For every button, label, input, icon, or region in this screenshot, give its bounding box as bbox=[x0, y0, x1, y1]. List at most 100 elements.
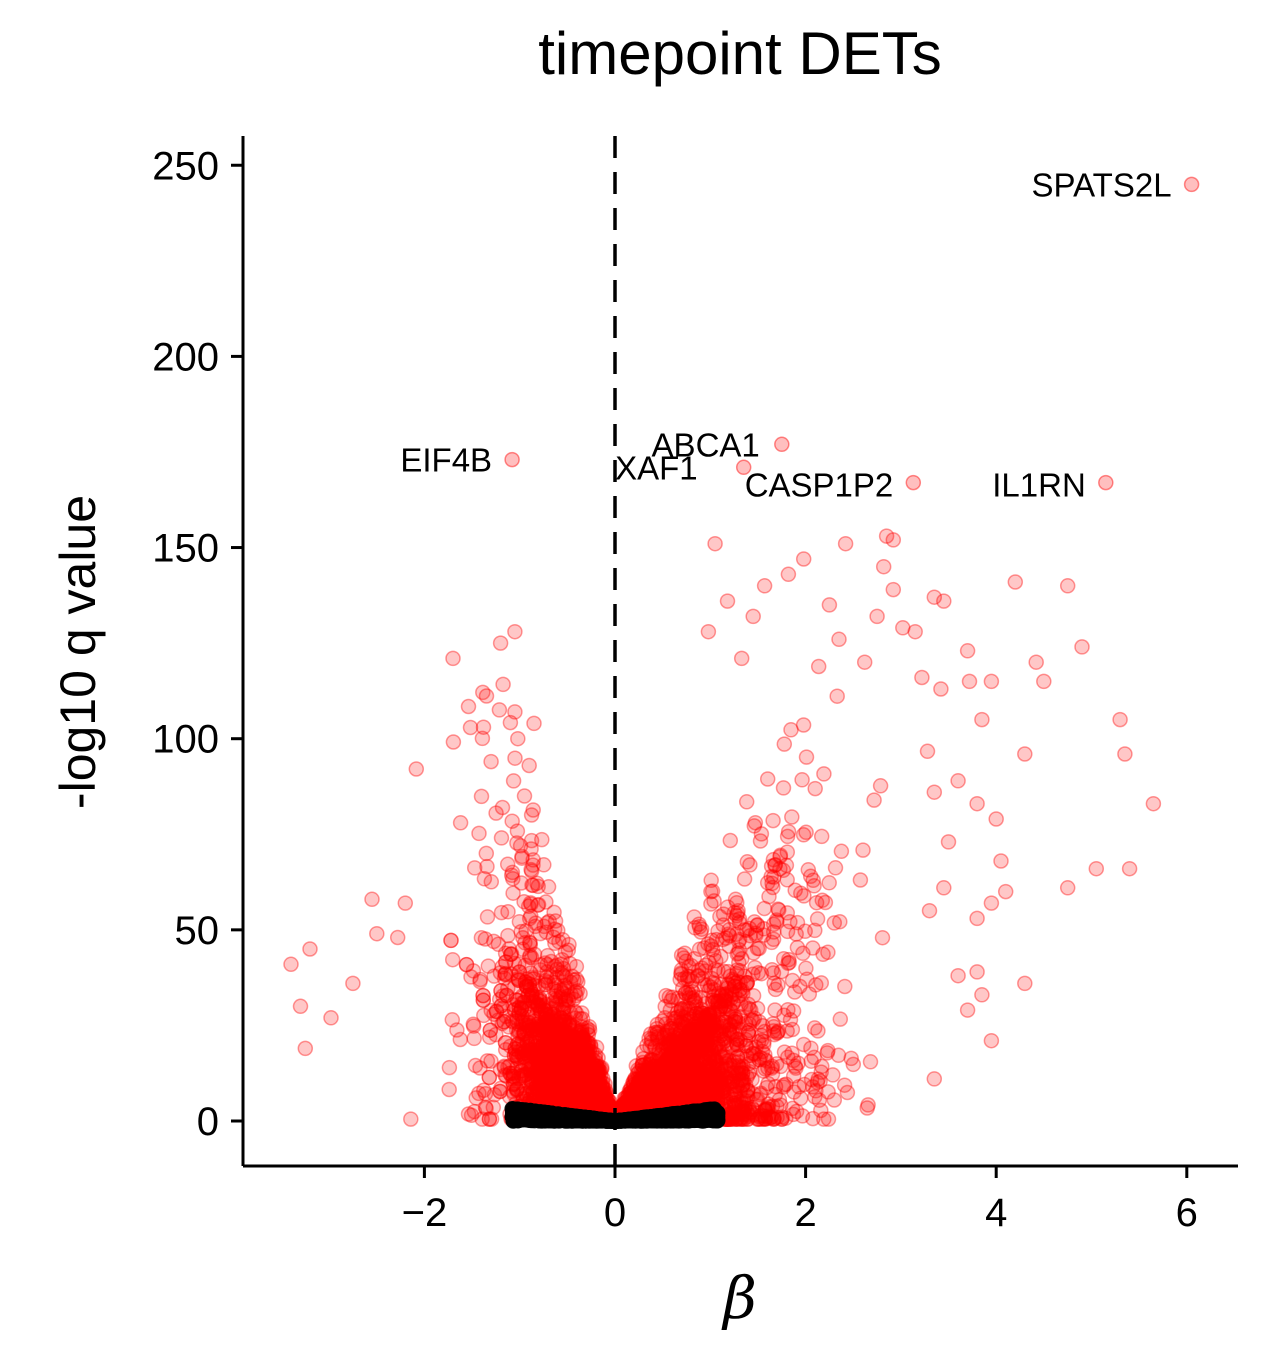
data-point bbox=[781, 951, 797, 968]
data-point bbox=[807, 780, 823, 797]
data-point bbox=[795, 945, 811, 962]
data-point bbox=[816, 766, 832, 782]
data-point bbox=[522, 937, 538, 954]
data-point bbox=[817, 894, 834, 911]
data-point bbox=[479, 909, 496, 925]
data-point bbox=[786, 1084, 802, 1100]
data-point bbox=[860, 1097, 876, 1113]
data-point bbox=[647, 1038, 663, 1055]
data-point bbox=[696, 977, 713, 993]
data-point bbox=[727, 891, 744, 908]
data-point bbox=[672, 1014, 689, 1030]
chart-title: timepoint DETs bbox=[538, 20, 941, 87]
data-point bbox=[874, 929, 891, 946]
data-point bbox=[820, 1111, 837, 1127]
data-point bbox=[650, 1028, 666, 1045]
data-point bbox=[792, 1090, 809, 1107]
data-point bbox=[710, 923, 726, 939]
data-point bbox=[495, 676, 511, 693]
data-point bbox=[673, 1002, 689, 1018]
data-point bbox=[783, 722, 799, 738]
data-point bbox=[473, 788, 490, 805]
data-point bbox=[747, 959, 763, 976]
data-point bbox=[525, 802, 541, 818]
data-point bbox=[465, 1018, 482, 1034]
data-point bbox=[681, 959, 697, 975]
data-point bbox=[765, 965, 782, 981]
data-point bbox=[780, 823, 797, 840]
data-point bbox=[676, 970, 693, 987]
data-point bbox=[751, 1051, 767, 1068]
data-point bbox=[525, 877, 541, 894]
data-point bbox=[693, 924, 709, 940]
data-point bbox=[836, 1077, 853, 1093]
data-point bbox=[811, 1092, 828, 1108]
data-point bbox=[693, 921, 710, 937]
data-point bbox=[799, 971, 815, 987]
data-point bbox=[742, 1104, 759, 1120]
data-point bbox=[408, 761, 425, 777]
data-point bbox=[568, 987, 584, 1004]
data-point bbox=[810, 658, 827, 675]
data-point bbox=[749, 917, 766, 933]
data-point bbox=[562, 1004, 579, 1021]
data-point bbox=[813, 1064, 829, 1080]
data-point bbox=[742, 857, 758, 873]
data-point bbox=[796, 888, 812, 904]
data-point bbox=[513, 923, 529, 940]
data-point bbox=[837, 978, 853, 995]
data-point bbox=[825, 1067, 841, 1083]
data-point bbox=[779, 844, 796, 860]
data-point bbox=[499, 856, 516, 873]
data-point bbox=[919, 743, 936, 760]
data-point bbox=[549, 983, 565, 1000]
data-point bbox=[486, 933, 502, 950]
data-point bbox=[791, 1079, 807, 1095]
data-point bbox=[463, 1107, 480, 1124]
data-point bbox=[765, 924, 782, 940]
data-point bbox=[523, 908, 539, 924]
data-point bbox=[747, 814, 764, 831]
data-point bbox=[441, 1059, 458, 1076]
data-point bbox=[444, 951, 461, 968]
data-point bbox=[765, 812, 781, 829]
data-point bbox=[729, 894, 745, 911]
data-point bbox=[772, 861, 788, 877]
data-point bbox=[700, 936, 716, 952]
data-point bbox=[843, 1050, 859, 1067]
data-point bbox=[545, 929, 562, 945]
data-point bbox=[500, 927, 516, 944]
data-point bbox=[794, 772, 810, 788]
data-point bbox=[502, 714, 519, 731]
data-point bbox=[759, 875, 776, 891]
data-point bbox=[445, 734, 462, 750]
data-point bbox=[820, 944, 836, 961]
data-point bbox=[571, 1031, 588, 1048]
data-point bbox=[776, 736, 793, 752]
data-point bbox=[832, 1011, 849, 1027]
data-point bbox=[750, 965, 767, 981]
data-point bbox=[771, 1091, 788, 1108]
data-point bbox=[759, 771, 776, 787]
data-point bbox=[491, 702, 508, 718]
data-point bbox=[542, 968, 559, 985]
data-point bbox=[553, 956, 570, 972]
data-point bbox=[516, 893, 532, 910]
data-point bbox=[588, 1039, 605, 1056]
data-point bbox=[775, 780, 792, 796]
data-point bbox=[483, 874, 500, 890]
data-point bbox=[785, 1068, 802, 1084]
data-point bbox=[816, 1111, 832, 1127]
data-point bbox=[528, 915, 544, 931]
data-point bbox=[476, 871, 493, 887]
data-point bbox=[788, 1060, 804, 1076]
data-point bbox=[827, 860, 844, 876]
data-point bbox=[767, 1002, 783, 1018]
data-point bbox=[795, 827, 812, 843]
data-point bbox=[746, 1010, 763, 1026]
data-point bbox=[764, 961, 780, 978]
data-point bbox=[504, 813, 520, 829]
data-point bbox=[553, 982, 569, 998]
data-point bbox=[810, 1023, 826, 1039]
